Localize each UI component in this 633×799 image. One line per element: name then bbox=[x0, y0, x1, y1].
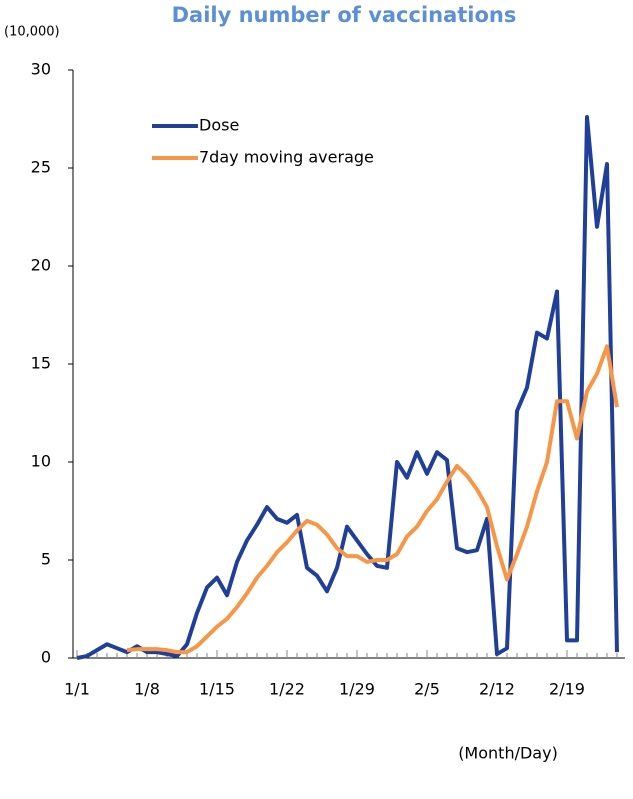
legend-label: 7day moving average bbox=[199, 148, 374, 167]
y-tick-label: 30 bbox=[31, 60, 51, 79]
x-tick-label: 2/19 bbox=[549, 680, 585, 699]
y-tick-label: 5 bbox=[41, 550, 51, 569]
series-line bbox=[76, 115, 619, 660]
x-tick-label: 1/8 bbox=[134, 680, 160, 699]
series-line bbox=[126, 344, 619, 655]
y-unit: (10,000) bbox=[4, 25, 60, 40]
y-tick-label: 15 bbox=[31, 354, 51, 373]
x-tick-label: 1/15 bbox=[199, 680, 235, 699]
y-tick-label: 10 bbox=[31, 452, 51, 471]
x-tick-label: 1/29 bbox=[339, 680, 375, 699]
y-tick-label: 20 bbox=[31, 256, 51, 275]
chart-title: Daily number of vaccinations bbox=[172, 3, 517, 27]
y-tick-label: 0 bbox=[41, 648, 51, 667]
x-tick-label: 1/1 bbox=[64, 680, 90, 699]
x-tick-label: 2/12 bbox=[479, 680, 515, 699]
y-tick-label: 25 bbox=[31, 158, 51, 177]
x-tick-label: 1/22 bbox=[269, 680, 305, 699]
x-tick-label: 2/5 bbox=[414, 680, 440, 699]
x-axis-label: (Month/Day) bbox=[458, 744, 558, 763]
legend-label: Dose bbox=[199, 116, 239, 135]
